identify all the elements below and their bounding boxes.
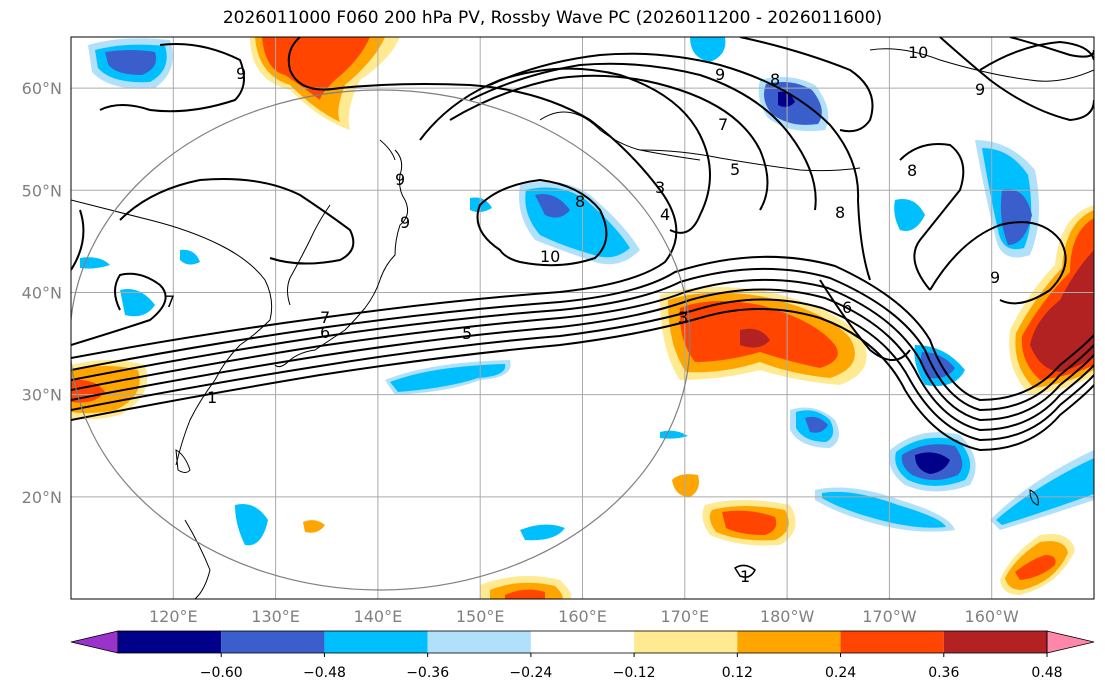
- contour-label: 6: [842, 298, 852, 317]
- contour-label: 9: [975, 80, 985, 99]
- pv-contours: [71, 37, 1094, 578]
- contour-label: 10: [908, 43, 928, 62]
- negative-anomaly-hokkaido: [519, 181, 640, 265]
- longitude-label: 170°E: [660, 607, 709, 626]
- contour-label: 5: [730, 160, 740, 179]
- longitude-label: 160°W: [965, 607, 1020, 626]
- colorbar-segment: [1046, 630, 1095, 654]
- colorbar-segment: [70, 630, 119, 654]
- region-circle: [71, 89, 691, 591]
- colorbar-segment: [943, 631, 1047, 653]
- colorbar-segment: [634, 631, 738, 653]
- colorbar-tick-label: −0.12: [613, 665, 656, 681]
- colorbar-tick-label: −0.24: [509, 665, 552, 681]
- contour-label: 9: [395, 170, 405, 189]
- colorbar-segment: [530, 631, 635, 653]
- colorbar-outline: [117, 630, 1048, 654]
- positive-anomaly-southeast: [1000, 534, 1075, 595]
- negative-anomaly-southeast: [990, 450, 1094, 530]
- aleutian-chain: [639, 149, 861, 172]
- taiwan-coast: [175, 449, 191, 473]
- latitude-label: 20°N: [22, 488, 62, 507]
- alaska-coast: [869, 48, 1094, 82]
- contour-label: 1: [740, 567, 750, 586]
- korea-coast: [287, 204, 331, 306]
- positive-anomaly-west-edge: [71, 360, 148, 420]
- contour-label: 8: [770, 70, 780, 89]
- positive-anomaly-small-2: [303, 520, 325, 533]
- colorbar: −0.60 −0.48 −0.36 −0.24 −0.12 0.12 0.24 0.36 0.4…: [70, 630, 1095, 681]
- contour-label: 3: [655, 178, 665, 197]
- japan-coast: [274, 149, 409, 368]
- negative-anomaly-northwest: [88, 38, 173, 89]
- latitude-label: 40°N: [22, 283, 62, 302]
- positive-anomaly-small: [672, 474, 699, 497]
- colorbar-tick-label: 0.48: [1031, 665, 1062, 681]
- latitude-label: 30°N: [22, 386, 62, 405]
- china-coast: [71, 199, 273, 466]
- colorbar-tick-label: −0.48: [303, 665, 346, 681]
- pv-contour-labels: 9 9 10 9 8 9 8 7 5 3 4 8 9 10 8 7 6 5 1 …: [165, 43, 1000, 586]
- negative-anomaly-south-band: [815, 487, 955, 532]
- coastlines: [71, 48, 1094, 599]
- longitude-label: 170°W: [862, 607, 917, 626]
- longitude-label: 120°E: [149, 607, 198, 626]
- latitude-label: 50°N: [22, 181, 62, 200]
- colorbar-segment: [221, 631, 325, 653]
- contour-label: 3: [678, 308, 688, 327]
- contour-label: 8: [835, 203, 845, 222]
- longitude-label: 160°E: [558, 607, 607, 626]
- map-title: 2026011000 F060 200 hPa PV, Rossby Wave …: [222, 8, 883, 28]
- colorbar-segment: [324, 631, 428, 653]
- longitude-label: 140°E: [354, 607, 403, 626]
- plot-border: [70, 36, 1095, 600]
- contour-label: 9: [990, 268, 1000, 287]
- sakhalin-coast: [379, 139, 396, 161]
- contour-label: 8: [907, 161, 917, 180]
- colorbar-tick-label: 0.36: [928, 665, 959, 681]
- contour-label: 8: [575, 192, 585, 211]
- contour-label: 9: [236, 64, 246, 83]
- negative-anomaly-subtropical-center: [889, 432, 976, 492]
- negative-anomaly-subtropical-west: [385, 360, 511, 395]
- latitude-labels: 60°N 50°N 40°N 30°N 20°N: [22, 79, 62, 507]
- colorbar-tick-label: 0.24: [825, 665, 856, 681]
- colorbar-tick-label: −0.36: [406, 665, 449, 681]
- colorbar-segment: [427, 631, 531, 653]
- longitude-label: 180°W: [760, 607, 815, 626]
- negative-anomaly-north-central: [758, 76, 829, 132]
- negative-anomaly-east-north: [975, 140, 1039, 258]
- longitude-labels: 120°E 130°E 140°E 150°E 160°E 170°E 180°W 170°W…: [149, 607, 1019, 626]
- positive-anomaly-south-2: [480, 576, 572, 599]
- contour-label: 9: [715, 65, 725, 84]
- contour-label: 6: [320, 323, 330, 342]
- contour-label: 7: [320, 308, 330, 327]
- contour-label: 4: [660, 205, 670, 224]
- contour-label: 1: [207, 388, 217, 407]
- contour-label: 10: [540, 247, 560, 266]
- longitude-label: 130°E: [251, 607, 300, 626]
- positive-anomaly-south-1: [702, 500, 796, 546]
- colorbar-segment: [737, 631, 841, 653]
- colorbar-tick-label: 0.12: [722, 665, 753, 681]
- positive-anomaly-east-edge: [1009, 205, 1094, 395]
- philippines-coast: [184, 519, 211, 599]
- kamchatka-coast: [539, 111, 701, 161]
- contour-label: 5: [462, 324, 472, 343]
- longitude-label: 150°E: [456, 607, 505, 626]
- hawaii-coast: [1029, 489, 1039, 506]
- pv-contour-1: [71, 308, 1094, 452]
- colorbar-tick-label: −0.60: [200, 665, 243, 681]
- contour-label: 9: [400, 213, 410, 232]
- colorbar-segment: [840, 631, 944, 653]
- negative-anomaly-small-center: [790, 407, 839, 448]
- latitude-label: 60°N: [22, 79, 62, 98]
- contour-label: 7: [718, 115, 728, 134]
- colorbar-segment: [118, 631, 222, 653]
- contour-label: 7: [165, 292, 175, 311]
